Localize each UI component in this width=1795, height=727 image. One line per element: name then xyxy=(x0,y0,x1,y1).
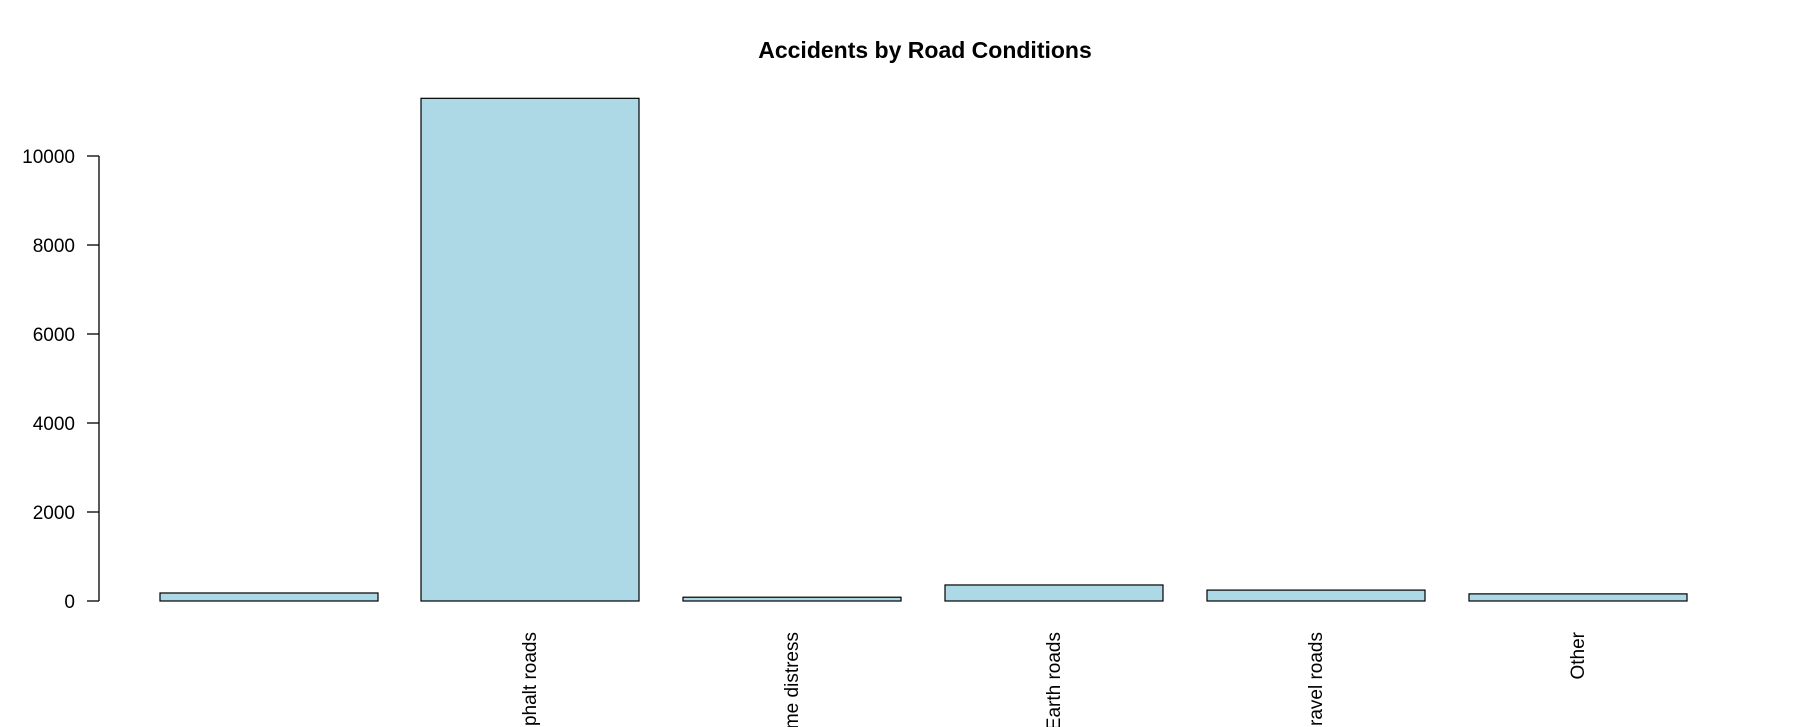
bar xyxy=(159,592,379,602)
y-axis: 0 2000 4000 6000 8000 10000 xyxy=(22,147,100,613)
x-axis-labels: phalt roads me distress Earth roads ravel r… xyxy=(520,631,1589,727)
x-tick-label: Other xyxy=(1568,631,1589,679)
bar xyxy=(1206,589,1426,602)
x-tick-label: ravel roads xyxy=(1306,632,1327,726)
y-tick-label: 2000 xyxy=(33,503,75,524)
chart-title: Accidents by Road Conditions xyxy=(758,37,1092,63)
bar xyxy=(682,596,902,602)
y-tick-label: 8000 xyxy=(33,236,75,257)
x-tick-label: phalt roads xyxy=(520,632,541,726)
y-tick-label: 4000 xyxy=(33,414,75,435)
y-tick-label: 10000 xyxy=(22,147,75,168)
y-tick-label: 0 xyxy=(64,592,75,613)
y-tick-label: 6000 xyxy=(33,325,75,346)
bar xyxy=(944,584,1164,602)
bar xyxy=(420,97,640,602)
x-tick-label: Earth roads xyxy=(1044,632,1065,727)
bar xyxy=(1468,593,1688,602)
bars xyxy=(159,97,1688,602)
x-tick-label: me distress xyxy=(782,632,803,727)
